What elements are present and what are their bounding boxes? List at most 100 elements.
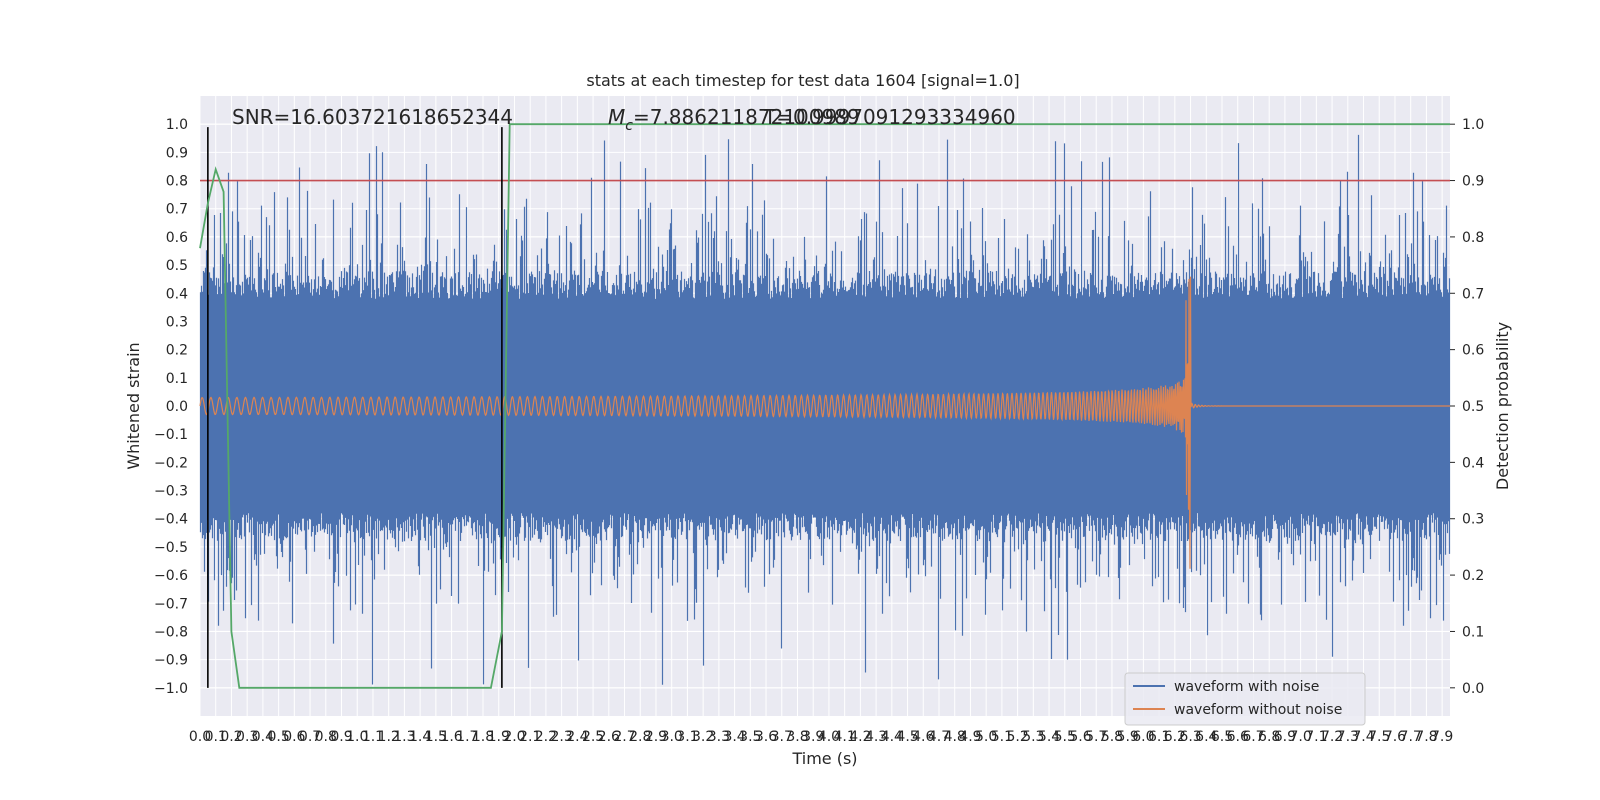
x-tick-label: 4.9 <box>959 729 981 745</box>
y-axis-ticks: −1.0 −0.9 −0.8 −0.7 −0.6 −0.5 −0.4 −0.3 −0.2 −0.1… <box>154 117 188 697</box>
x-tick-label: 2.8 <box>629 729 651 745</box>
y-tick-label: −0.6 <box>154 568 188 584</box>
probability-trace <box>199 123 1450 689</box>
y-tick-label: −0.1 <box>154 427 188 443</box>
y-tick-label: 0.8 <box>166 174 188 190</box>
y-tick-label: 0.0 <box>166 399 188 415</box>
x-tick-label: 1.8 <box>472 729 494 745</box>
x-axis-ticks: 0.00.10.20.30.40.50.60.70.80.91.01.11.21… <box>189 729 1453 745</box>
x-tick-label: 3.4 <box>723 729 745 745</box>
y2-tick-label: 1.0 <box>1462 117 1484 133</box>
x-tick-label: 2.2 <box>535 729 557 745</box>
snr-annotation: SNR=16.603721618652344 <box>232 105 513 129</box>
x-tick-label: 7.8 <box>1415 729 1437 745</box>
x-tick-label: 4.8 <box>944 729 966 745</box>
x-tick-label: 1.0 <box>346 729 368 745</box>
x-tick-label: 5.1 <box>991 729 1013 745</box>
y-tick-label: 0.2 <box>166 343 188 359</box>
y-tick-label: 1.0 <box>166 117 188 133</box>
x-tick-label: 0.8 <box>315 729 337 745</box>
x-tick-label: 3.8 <box>786 729 808 745</box>
x-tick-label: 6.1 <box>1148 729 1170 745</box>
x-tick-label: 7.7 <box>1400 729 1422 745</box>
x-tick-label: 3.3 <box>708 729 730 745</box>
mc-symbol: M <box>608 105 625 129</box>
y-tick-label: 0.1 <box>166 371 188 387</box>
x-tick-label: 5.8 <box>1101 729 1123 745</box>
x-tick-label: 1.4 <box>409 729 431 745</box>
x-tick-label: 7.0 <box>1289 729 1311 745</box>
x-tick-label: 2.5 <box>582 729 604 745</box>
x-tick-label: 3.6 <box>755 729 777 745</box>
y-tick-label: −0.9 <box>154 653 188 669</box>
x-tick-label: 0.0 <box>189 729 211 745</box>
x-tick-label: 1.1 <box>362 729 384 745</box>
y-tick-label: 0.9 <box>166 145 188 161</box>
legend: waveform with noise waveform without noi… <box>1124 672 1366 726</box>
y2-tick-label: 0.6 <box>1462 343 1484 359</box>
x-tick-label: 3.7 <box>771 729 793 745</box>
x-tick-label: 7.1 <box>1305 729 1327 745</box>
legend-label-chirp: waveform without noise <box>1174 702 1342 718</box>
x-tick-label: 6.9 <box>1274 729 1296 745</box>
y-tick-label: 0.7 <box>166 202 188 218</box>
mc-value: =7.886211872100989 <box>633 105 860 129</box>
y2-tick-label: 0.7 <box>1462 286 1484 302</box>
y2-tick-label: 0.5 <box>1462 399 1484 415</box>
x-tick-label: 1.5 <box>425 729 447 745</box>
x-tick-label: 1.2 <box>378 729 400 745</box>
x-tick-label: 6.7 <box>1242 729 1264 745</box>
x-tick-label: 4.7 <box>928 729 950 745</box>
y-tick-label: −0.4 <box>154 512 188 528</box>
x-tick-label: 2.7 <box>613 729 635 745</box>
y-tick-label: −0.8 <box>154 624 188 640</box>
x-tick-label: 0.6 <box>283 729 305 745</box>
x-tick-label: 5.2 <box>1006 729 1028 745</box>
x-tick-label: 0.5 <box>267 729 289 745</box>
y-tick-label: −0.5 <box>154 540 188 556</box>
y-tick-label: −0.3 <box>154 484 188 500</box>
x-tick-label: 1.9 <box>488 729 510 745</box>
series-waveform-without-noise <box>199 276 1450 569</box>
x-tick-label: 5.5 <box>1054 729 1076 745</box>
x-tick-label: 3.0 <box>661 729 683 745</box>
x-tick-label: 5.4 <box>1038 729 1060 745</box>
x-tick-label: 4.3 <box>865 729 887 745</box>
x-tick-label: 6.8 <box>1258 729 1280 745</box>
x-tick-label: 6.5 <box>1211 729 1233 745</box>
x-tick-label: 7.4 <box>1352 729 1374 745</box>
x-tick-label: 5.6 <box>1069 729 1091 745</box>
y2-tick-label: 0.8 <box>1462 230 1484 246</box>
y-tick-label: 0.3 <box>166 314 188 330</box>
x-tick-label: 3.9 <box>802 729 824 745</box>
x-tick-label: 5.9 <box>1117 729 1139 745</box>
y2-tick-label: 0.2 <box>1462 568 1484 584</box>
x-tick-label: 1.3 <box>393 729 415 745</box>
x-tick-label: 6.0 <box>1132 729 1154 745</box>
y-tick-label: −0.2 <box>154 455 188 471</box>
y2-axis-ticks: 0.0 0.1 0.2 0.3 0.4 0.5 0.6 0.7 0.8 0.9 1.0 <box>1450 117 1484 697</box>
x-tick-label: 1.6 <box>440 729 462 745</box>
y-tick-label: 0.5 <box>166 258 188 274</box>
x-tick-label: 6.2 <box>1164 729 1186 745</box>
y-tick-label: 0.6 <box>166 230 188 246</box>
chirp-trace <box>199 276 1450 569</box>
x-tick-label: 5.7 <box>1085 729 1107 745</box>
x-tick-label: 4.6 <box>912 729 934 745</box>
mc-subscript: c <box>625 118 633 134</box>
x-tick-label: 5.3 <box>1022 729 1044 745</box>
y2-tick-label: 0.4 <box>1462 455 1484 471</box>
y2-tick-label: 0.3 <box>1462 512 1484 528</box>
x-tick-label: 6.6 <box>1227 729 1249 745</box>
x-tick-label: 7.3 <box>1337 729 1359 745</box>
x-tick-label: 0.9 <box>330 729 352 745</box>
mc-annotation: Mc=7.886211872100989 <box>608 105 860 134</box>
x-tick-label: 0.3 <box>236 729 258 745</box>
y2-tick-label: 0.0 <box>1462 681 1484 697</box>
x-tick-label: 5.0 <box>975 729 997 745</box>
x-tick-label: 4.0 <box>818 729 840 745</box>
x-tick-label: 2.3 <box>551 729 573 745</box>
legend-box <box>1124 672 1366 726</box>
x-tick-label: 7.6 <box>1384 729 1406 745</box>
